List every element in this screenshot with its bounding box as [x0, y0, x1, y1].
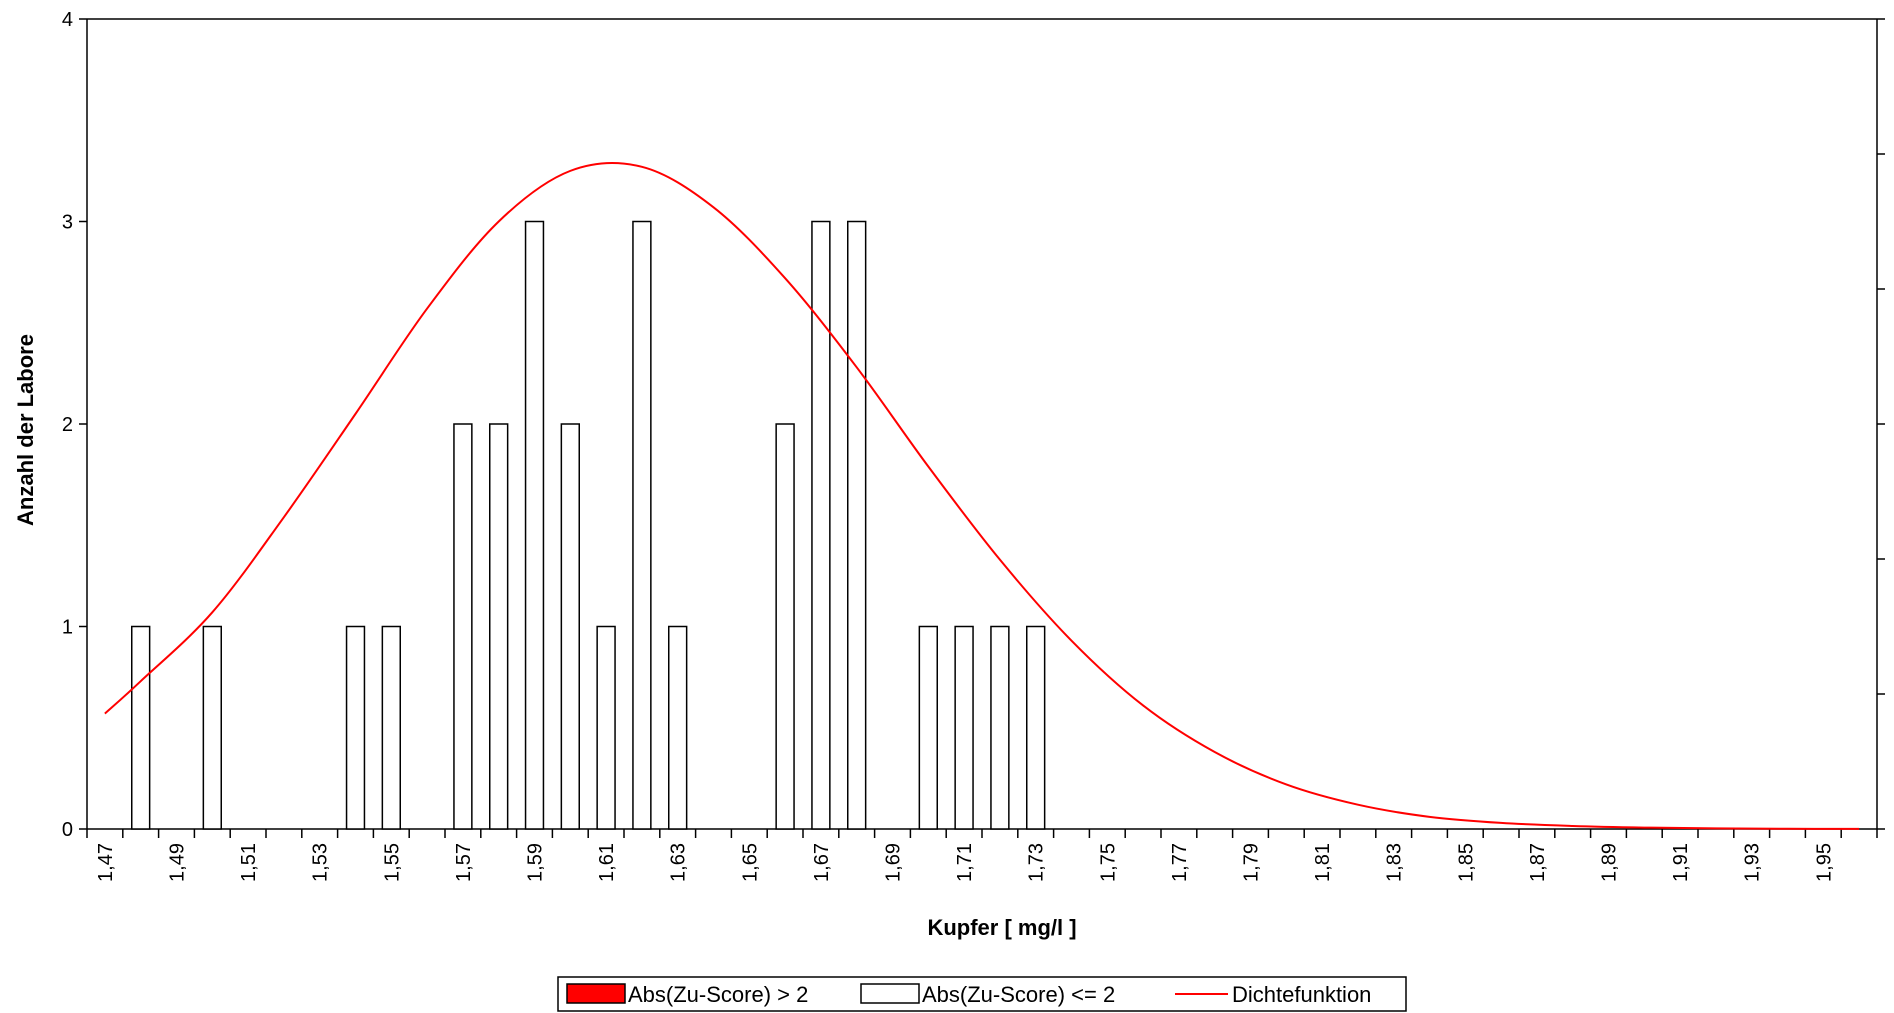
- histogram-bar: [1026, 625, 1046, 830]
- x-tick-label: 1,71: [954, 843, 976, 882]
- histogram-bar: [954, 625, 974, 830]
- x-axis-title: Kupfer [ mg/l ]: [927, 915, 1076, 940]
- histogram-bar: [131, 625, 151, 830]
- histogram-bar: [990, 625, 1010, 830]
- x-tick-label: 1,57: [453, 843, 475, 882]
- y-tick-label: 2: [62, 414, 73, 436]
- x-tick-label: 1,85: [1455, 843, 1477, 882]
- histogram-bar: [918, 625, 938, 830]
- x-tick-label: 1,69: [883, 843, 905, 882]
- histogram-bar: [811, 220, 831, 830]
- x-tick-label: 1,93: [1742, 843, 1764, 882]
- y-axis: 0 1 2 3 4: [62, 9, 87, 841]
- x-tick-label: 1,59: [525, 843, 547, 882]
- x-tick-label: 1,65: [739, 843, 761, 882]
- histogram-bar: [381, 625, 402, 830]
- x-tick-label: 1,61: [596, 843, 618, 882]
- histogram-bar: [560, 423, 580, 830]
- histogram-bar: [202, 625, 223, 830]
- x-tick-label: 1,89: [1599, 843, 1621, 882]
- legend-label-normal: Abs(Zu-Score) <= 2: [922, 982, 1115, 1007]
- legend-box: [557, 976, 1407, 1012]
- x-tick-label: 1,63: [668, 843, 690, 882]
- legend-swatch-outlier: [566, 983, 626, 1004]
- histogram-bar: [489, 423, 509, 830]
- histogram-bar: [345, 625, 366, 830]
- bar-series: [131, 220, 1046, 830]
- legend-label-outlier: Abs(Zu-Score) > 2: [628, 982, 808, 1007]
- x-tick-label: 1,51: [238, 843, 260, 882]
- legend: Abs(Zu-Score) > 2 Abs(Zu-Score) <= 2 Dic…: [557, 976, 1407, 1012]
- y-tick-label: 1: [62, 617, 73, 639]
- y-axis-title: Anzahl der Labore: [13, 334, 38, 526]
- x-tick-label: 1,67: [811, 843, 833, 882]
- x-tick-label: 1,79: [1241, 843, 1263, 882]
- histogram-bar: [668, 625, 688, 830]
- x-tick-label: 1,53: [310, 843, 332, 882]
- x-axis: 1,47 1,49 1,51 1,53 1,55 1,57 1,59 1,61 1,63 1,65…: [86, 829, 1878, 882]
- density-curve-line: [104, 162, 1860, 830]
- density-curve: [104, 162, 1860, 830]
- histogram-bar: [775, 423, 795, 830]
- histogram-bar: [453, 423, 473, 830]
- histogram-bar: [632, 220, 652, 830]
- x-tick-label: 1,81: [1312, 843, 1334, 882]
- histogram-bar: [847, 220, 867, 830]
- y-tick-label: 3: [62, 212, 73, 234]
- y-tick-label: 0: [62, 819, 73, 841]
- histogram-bar: [596, 625, 616, 830]
- x-tick-label: 1,95: [1813, 843, 1835, 882]
- x-tick-label: 1,75: [1097, 843, 1119, 882]
- x-tick-label: 1,87: [1527, 843, 1549, 882]
- x-tick-label: 1,49: [167, 843, 189, 882]
- histogram-bar: [524, 220, 545, 830]
- x-tick-label: 1,83: [1384, 843, 1406, 882]
- secondary-y-axis: [1877, 18, 1885, 830]
- y-tick-label: 4: [62, 9, 73, 31]
- x-tick-label: 1,55: [381, 843, 403, 882]
- legend-swatch-normal: [860, 983, 920, 1004]
- x-tick-label: 1,47: [95, 843, 117, 882]
- x-tick-label: 1,91: [1670, 843, 1692, 882]
- legend-label-density: Dichtefunktion: [1232, 982, 1371, 1007]
- x-tick-label: 1,77: [1169, 843, 1191, 882]
- x-tick-label: 1,73: [1026, 843, 1048, 882]
